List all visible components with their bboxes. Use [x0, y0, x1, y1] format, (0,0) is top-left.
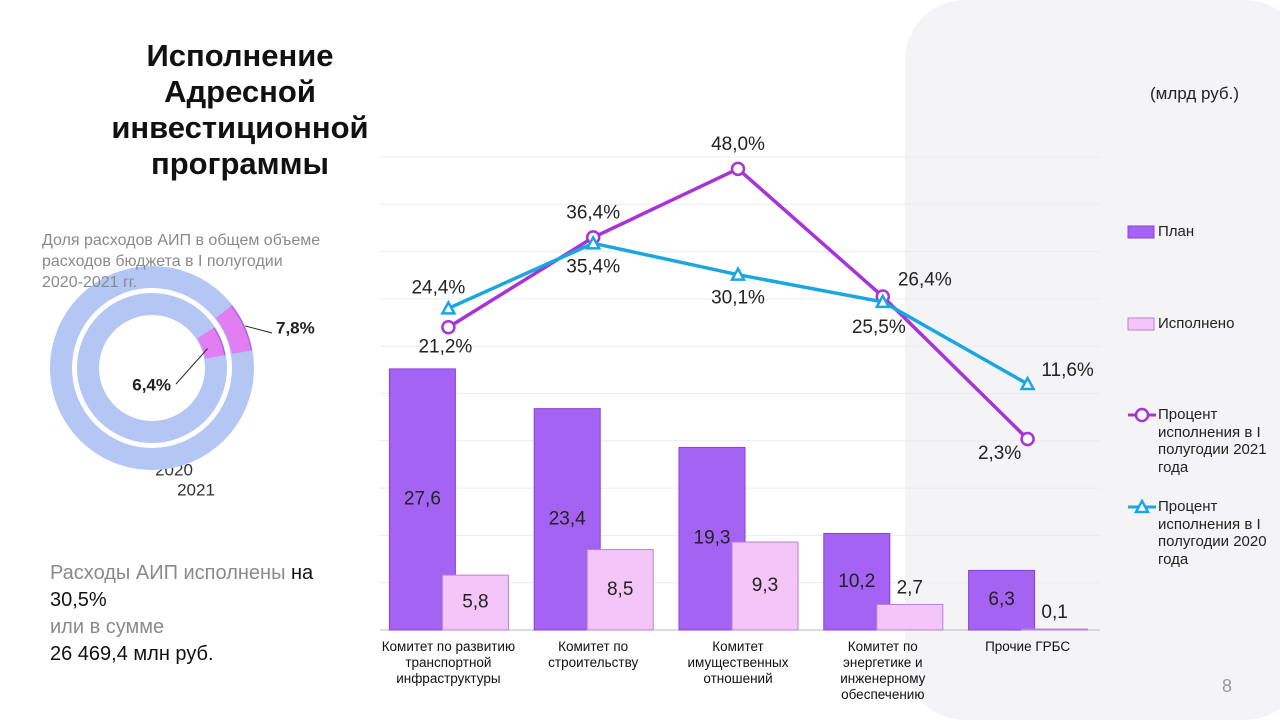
- leader-line: [175, 348, 208, 385]
- data-label: 2,7: [897, 577, 923, 598]
- data-label: 2,3%: [978, 443, 1021, 464]
- data-label: 19,3: [694, 528, 731, 549]
- data-label: 5,8: [462, 592, 488, 613]
- slide-title: Исполнение Адресной инвестиционной прогр…: [111, 38, 369, 181]
- donut-title: Доля расходов АИП в общем объеме расходо…: [42, 232, 321, 291]
- data-label: 35,4%: [566, 256, 620, 277]
- data-label: 6,3: [988, 589, 1014, 610]
- page-number: 8: [1222, 676, 1233, 696]
- line-marker: [1020, 431, 1035, 447]
- data-label: 8,5: [607, 579, 633, 600]
- line-marker: [729, 266, 747, 281]
- unit-label: (млрд руб.): [1150, 84, 1240, 103]
- data-label: 6,4%: [132, 375, 171, 394]
- ring-label: 2021: [177, 480, 215, 499]
- data-label: 7,8%: [276, 318, 315, 337]
- line-marker: [874, 293, 891, 309]
- leader-line: [244, 325, 273, 334]
- data-label: 10,2: [838, 571, 875, 592]
- line-marker: [441, 320, 456, 335]
- bar: [441, 574, 509, 631]
- legend-label: Процент исполнения в I полугодии 2020 го…: [1158, 498, 1267, 568]
- data-label: 36,4%: [566, 202, 620, 223]
- summary-text: или в сумме: [50, 616, 165, 638]
- data-label: 0,1: [1041, 602, 1067, 623]
- data-label: 26,4%: [898, 270, 952, 291]
- summary-text: на 30,5%: [50, 562, 314, 611]
- donut-segment-border: [231, 305, 253, 351]
- data-label: 48,0%: [711, 134, 765, 155]
- legend-marker: [1133, 498, 1151, 514]
- x-tick-label: Комитет по энергетике и инженерному обес…: [840, 639, 926, 702]
- summary: Расходы АИП исполнены на 30,5% или в сум…: [50, 560, 330, 668]
- data-label: 24,4%: [411, 277, 465, 298]
- data-label: 27,6: [404, 488, 441, 509]
- donut-segment: [197, 327, 225, 360]
- data-label: 25,5%: [852, 317, 906, 338]
- line-marker: [730, 161, 746, 177]
- summary-text: 26 469,4 млн руб.: [50, 643, 214, 665]
- bar: [586, 549, 654, 631]
- data-label: 23,4: [549, 508, 586, 529]
- legend-swatch: [1127, 225, 1155, 239]
- line-marker: [440, 299, 457, 315]
- legend-label: Процент исполнения в I полугодии 2021 го…: [1158, 406, 1267, 476]
- donut-segment-border: [213, 327, 226, 356]
- bar: [823, 533, 891, 631]
- background-panel: [905, 0, 1280, 720]
- bar: [968, 569, 1036, 631]
- x-tick-label: Прочие ГРБС: [985, 639, 1071, 654]
- line-marker: [1019, 375, 1036, 391]
- bar: [1021, 628, 1089, 631]
- legend-label: Исполнено: [1158, 315, 1235, 332]
- legend-label: План: [1158, 223, 1195, 240]
- x-tick-label: Комитет по развитию транспортной инфраст…: [381, 639, 516, 686]
- bar: [876, 603, 944, 631]
- x-tick-label: Комитет имущественных отношений: [687, 639, 789, 686]
- donut-ring: [50, 266, 254, 470]
- data-label: 21,2%: [418, 336, 472, 357]
- line-marker: [585, 234, 602, 250]
- x-tick-label: Комитет по строительству: [548, 639, 639, 670]
- donut-ring: [77, 293, 227, 443]
- legend-swatch: [1127, 317, 1155, 331]
- donut-segment: [215, 305, 252, 355]
- legend-marker: [1134, 407, 1150, 423]
- data-label: 9,3: [752, 575, 778, 596]
- summary-text: Расходы АИП исполнены: [50, 562, 286, 584]
- bar: [731, 541, 799, 631]
- data-label: 30,1%: [711, 288, 765, 309]
- data-label: 11,6%: [1041, 360, 1094, 381]
